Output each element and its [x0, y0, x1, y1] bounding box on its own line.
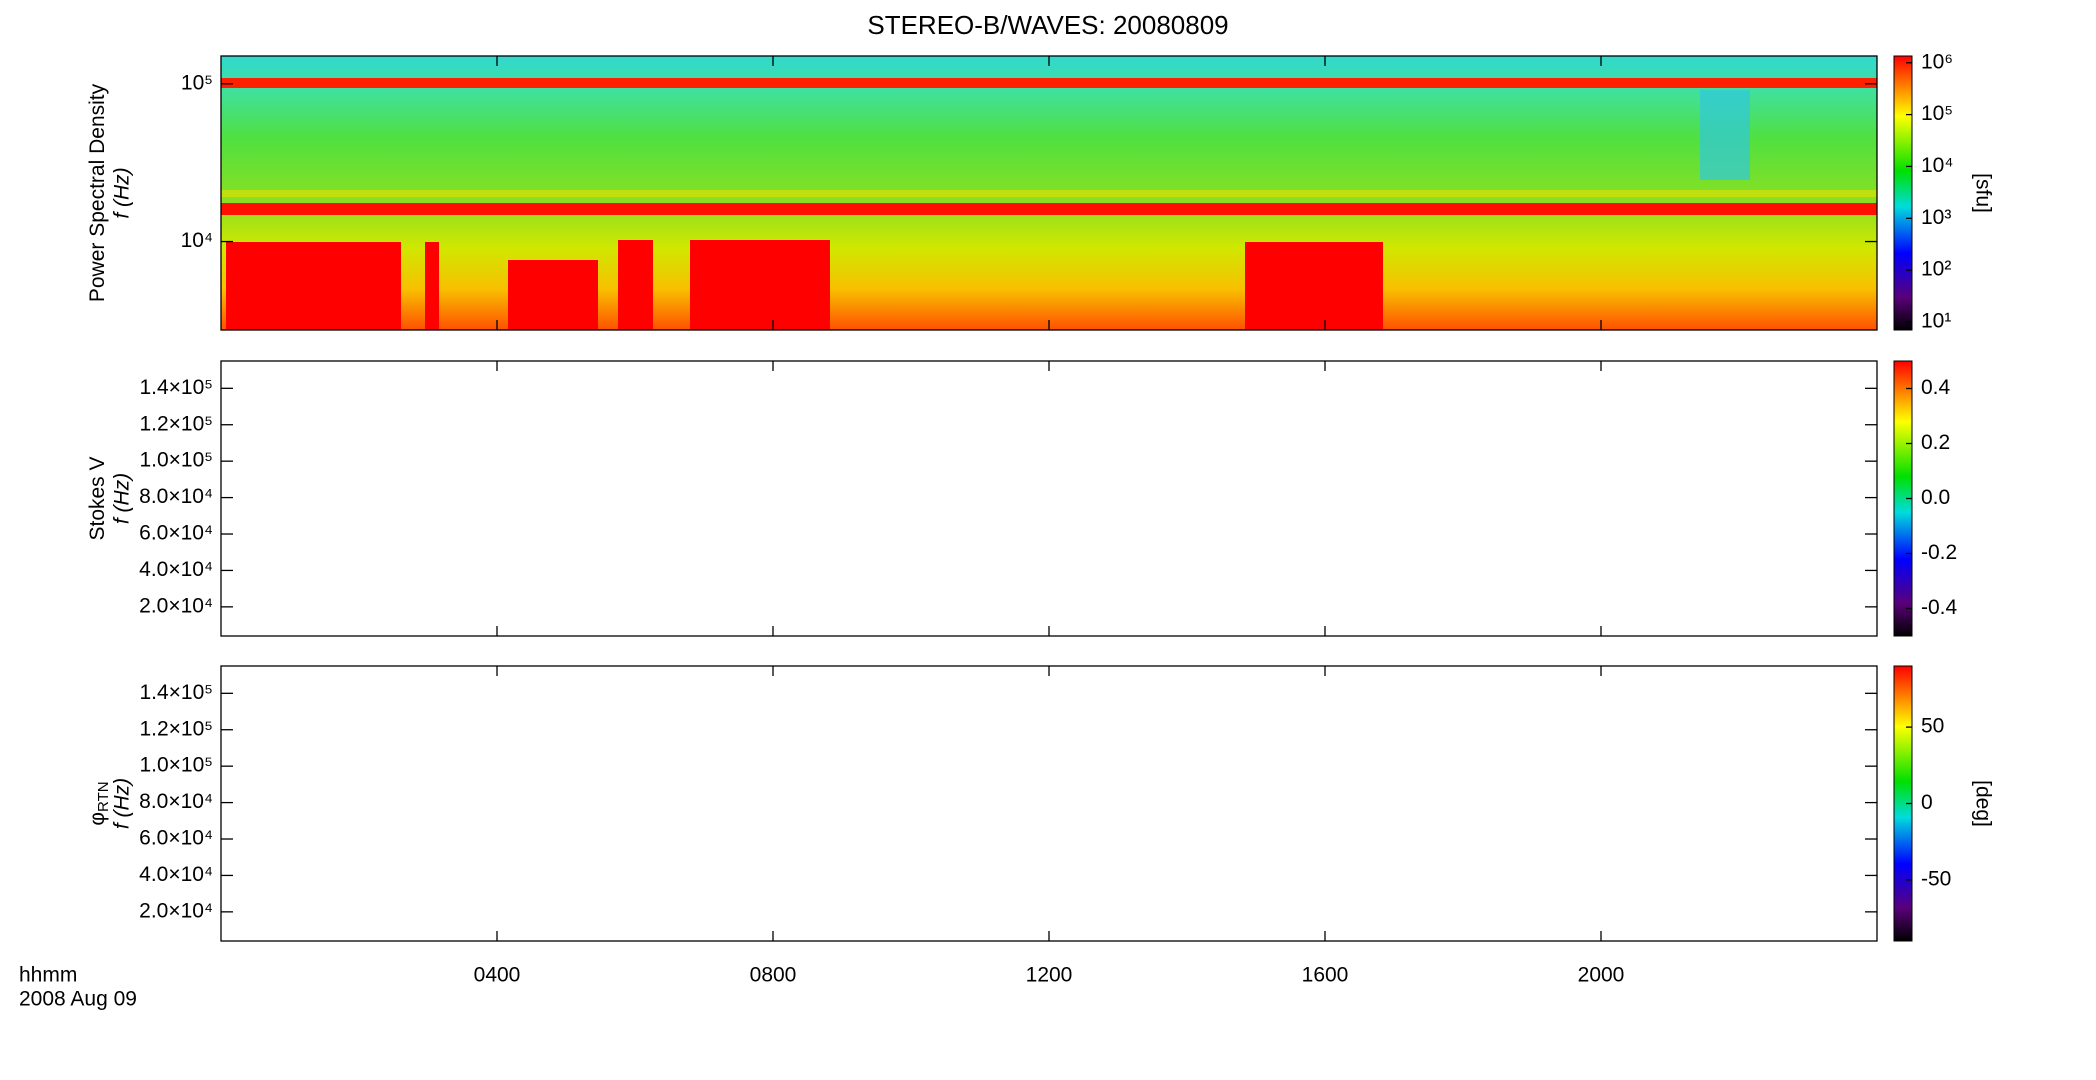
- y-tick-label: 2.0×10⁴: [139, 594, 213, 617]
- colorbar-tick-label: 0.2: [1921, 431, 1950, 454]
- y-axis-label-text: Stokes V: [86, 456, 109, 540]
- y-axis-label: Power Spectral Density: [86, 83, 109, 302]
- x-tick-label: 1200: [1026, 964, 1073, 987]
- y-tick-label: 1.2×10⁵: [139, 717, 213, 740]
- colorbar-tick-label: 0: [1921, 791, 1933, 814]
- spectrogram-image: [221, 56, 1877, 330]
- colorbar-tick-label: -50: [1921, 867, 1951, 890]
- y-axis-label-text: φ: [86, 812, 109, 826]
- x-tick-label: 1600: [1302, 964, 1349, 987]
- colorbar-tick-label: -0.4: [1921, 596, 1958, 619]
- y-axis-label: Stokes V: [86, 456, 109, 540]
- y-tick-label: 8.0×10⁴: [139, 485, 213, 508]
- y-tick-label: 10⁴: [181, 229, 213, 252]
- colorbar-label: [deg]: [1971, 780, 1994, 827]
- plot-frame: [220, 665, 1878, 942]
- chart-title: STEREO-B/WAVES: 20080809: [867, 10, 1228, 40]
- x-tick-label: 0400: [474, 964, 521, 987]
- y-tick-label: 1.4×10⁵: [139, 681, 213, 704]
- x-axis-sublabel: 2008 Aug 09: [19, 988, 137, 1011]
- colorbar-tick-label: 0.4: [1921, 376, 1951, 399]
- y-axis-unit: f (Hz): [111, 167, 134, 218]
- plot-frame: [220, 360, 1878, 637]
- colorbar-tick-label: 10³: [1921, 206, 1951, 229]
- colorbar-tick-label: 10⁴: [1921, 154, 1953, 177]
- y-axis-label-text: Power Spectral Density: [86, 83, 109, 302]
- x-tick-label: 0800: [750, 964, 797, 987]
- y-tick-label: 1.0×10⁵: [139, 449, 213, 472]
- colorbar-tick-label: 10⁶: [1921, 50, 1953, 73]
- y-tick-label: 1.2×10⁵: [139, 412, 213, 435]
- y-tick-label: 1.0×10⁵: [139, 754, 213, 777]
- y-tick-label: 4.0×10⁴: [139, 558, 213, 581]
- y-axis-unit: f (Hz): [111, 778, 134, 829]
- x-axis-label: hhmm: [19, 964, 77, 987]
- colorbar: [1893, 55, 1913, 331]
- colorbar-label: [sfu]: [1971, 173, 1994, 213]
- colorbar-tick-label: -0.2: [1921, 541, 1957, 564]
- y-tick-label: 6.0×10⁴: [139, 522, 213, 545]
- colorbar-tick-label: 50: [1921, 715, 1944, 738]
- y-tick-label: 6.0×10⁴: [139, 827, 213, 850]
- colorbar-tick-label: 10¹: [1921, 310, 1951, 333]
- y-tick-label: 4.0×10⁴: [139, 863, 213, 886]
- y-tick-label: 8.0×10⁴: [139, 790, 213, 813]
- y-axis-unit: f (Hz): [111, 473, 134, 524]
- y-tick-label: 10⁵: [181, 71, 213, 94]
- colorbar-tick-label: 0.0: [1921, 486, 1950, 509]
- y-tick-label: 1.4×10⁵: [139, 376, 213, 399]
- y-tick-label: 2.0×10⁴: [139, 899, 213, 922]
- x-tick-label: 2000: [1578, 964, 1625, 987]
- colorbar-tick-label: 10⁵: [1921, 102, 1953, 125]
- colorbar-tick-label: 10²: [1921, 258, 1951, 281]
- y-axis-label-sub: RTN: [95, 781, 112, 812]
- y-axis-label: φRTN: [86, 781, 112, 825]
